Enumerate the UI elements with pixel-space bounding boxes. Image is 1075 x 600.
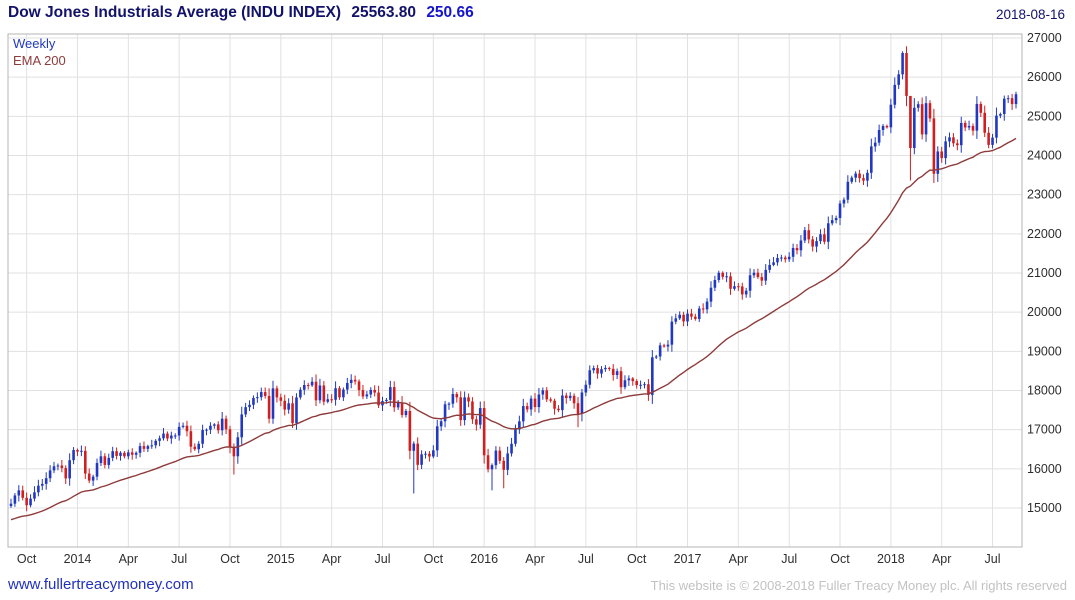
svg-text:Apr: Apr	[525, 552, 544, 566]
svg-text:Oct: Oct	[627, 552, 647, 566]
svg-text:Apr: Apr	[932, 552, 951, 566]
svg-text:2016: 2016	[470, 552, 498, 566]
svg-text:26000: 26000	[1027, 70, 1062, 84]
svg-text:Jul: Jul	[375, 552, 391, 566]
svg-text:Jul: Jul	[781, 552, 797, 566]
legend-ema-label: EMA 200	[13, 53, 66, 68]
svg-text:Apr: Apr	[729, 552, 748, 566]
svg-text:21000: 21000	[1027, 266, 1062, 280]
svg-text:2018: 2018	[877, 552, 905, 566]
legend-series-label: Weekly	[13, 36, 56, 51]
svg-text:27000: 27000	[1027, 31, 1062, 45]
svg-text:Jul: Jul	[578, 552, 594, 566]
svg-text:Apr: Apr	[322, 552, 341, 566]
svg-text:25000: 25000	[1027, 109, 1062, 123]
instrument-title: Dow Jones Industrials Average (INDU INDE…	[8, 4, 342, 21]
svg-text:Oct: Oct	[17, 552, 37, 566]
svg-text:Oct: Oct	[424, 552, 444, 566]
chart-date: 2018-08-16	[995, 7, 1065, 22]
price-chart: 15000 16000 17000 18000 19000 20000 21000 22000…	[7, 31, 1062, 566]
svg-text:Apr: Apr	[119, 552, 138, 566]
svg-text:2014: 2014	[64, 552, 92, 566]
svg-text:17000: 17000	[1027, 423, 1062, 437]
svg-text:16000: 16000	[1027, 462, 1062, 476]
svg-text:24000: 24000	[1027, 149, 1062, 163]
svg-text:15000: 15000	[1027, 501, 1062, 515]
last-price: 25563.80	[351, 4, 416, 21]
svg-text:Oct: Oct	[220, 552, 240, 566]
svg-text:2015: 2015	[267, 552, 295, 566]
svg-text:22000: 22000	[1027, 227, 1062, 241]
chart-legend: Weekly EMA 200	[13, 35, 66, 69]
footer: www.fullertreacymoney.com This website i…	[0, 574, 1075, 600]
footer-website-link[interactable]: www.fullertreacymoney.com	[8, 576, 194, 593]
footer-copyright: This website is © 2008-2018 Fuller Treac…	[650, 578, 1067, 593]
svg-text:18000: 18000	[1027, 384, 1062, 398]
svg-text:19000: 19000	[1027, 344, 1062, 358]
svg-text:Oct: Oct	[830, 552, 850, 566]
chart-titlebar: Dow Jones Industrials Average (INDU INDE…	[8, 4, 1067, 28]
change-value: 250.66	[426, 4, 474, 21]
svg-text:20000: 20000	[1027, 305, 1062, 319]
svg-text:Jul: Jul	[985, 552, 1001, 566]
svg-text:23000: 23000	[1027, 188, 1062, 202]
svg-text:2017: 2017	[674, 552, 702, 566]
svg-text:Jul: Jul	[171, 552, 187, 566]
